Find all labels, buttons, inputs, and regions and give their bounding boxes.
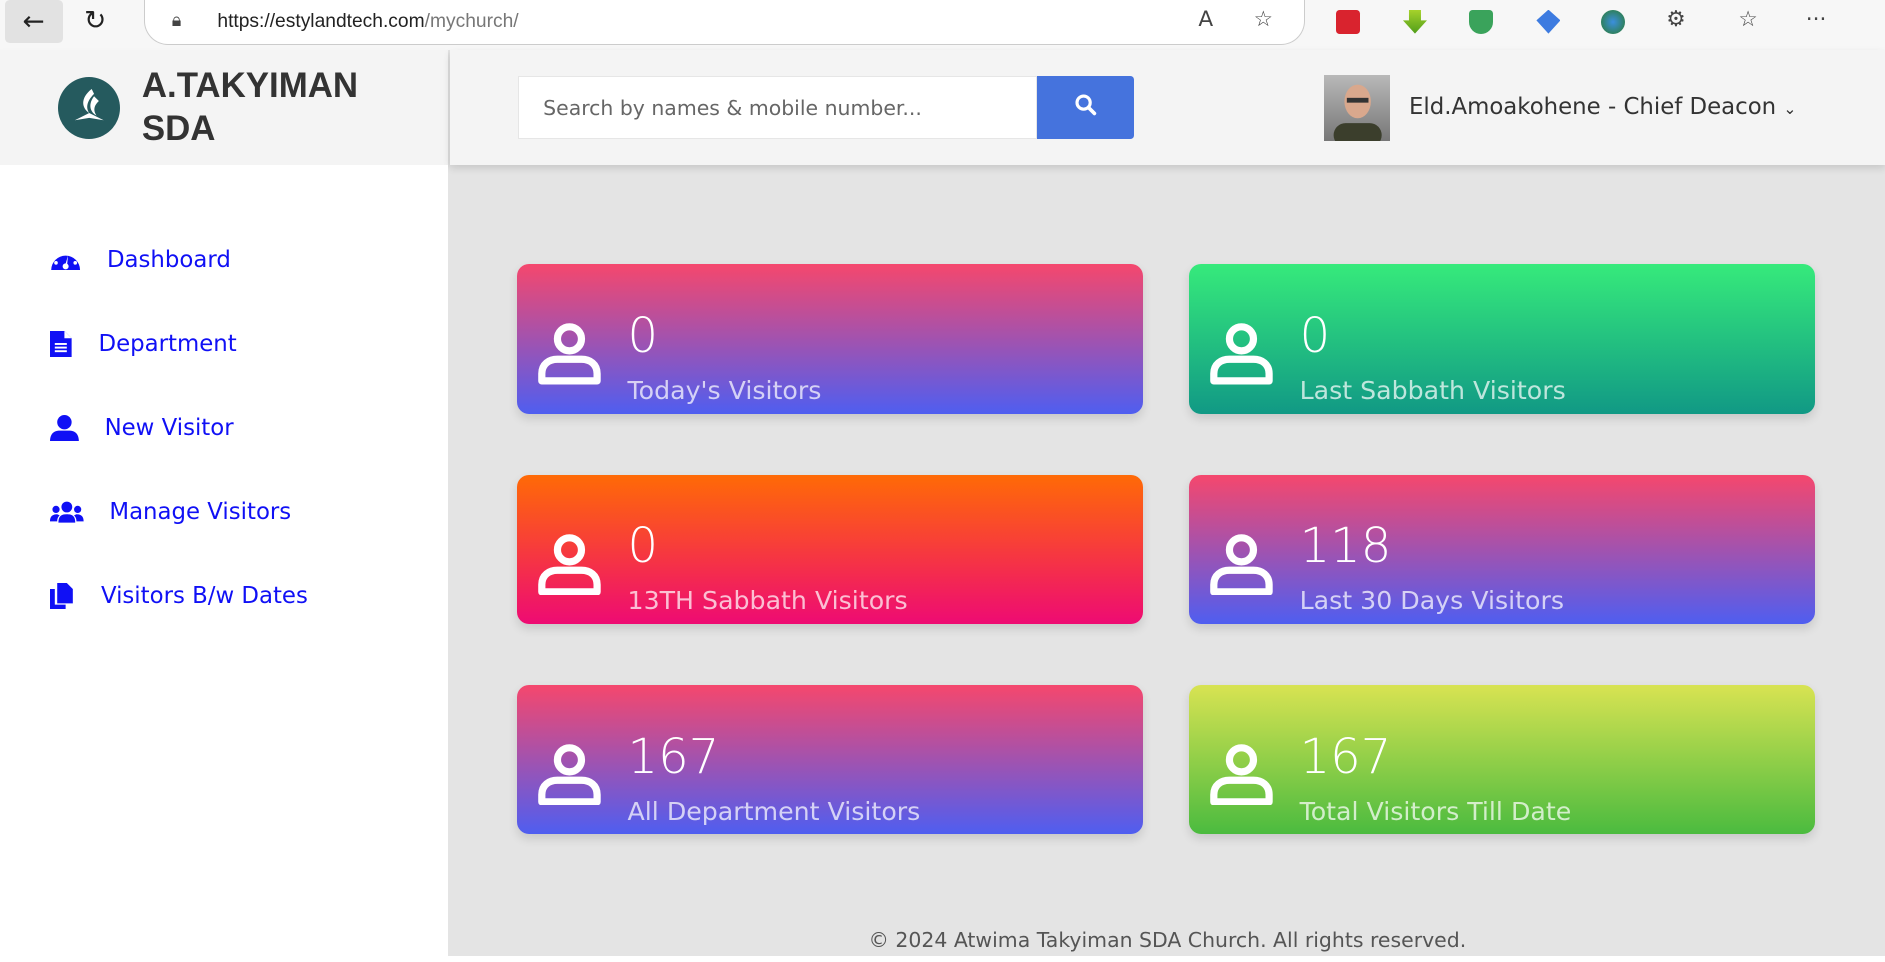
stat-card[interactable]: 167 Total Visitors Till Date	[1188, 685, 1816, 835]
stat-label: All Department Visitors	[627, 796, 921, 826]
copy-files-icon	[50, 583, 74, 610]
sidebar-item-label: New Visitor	[104, 414, 234, 441]
user-icon	[50, 414, 80, 442]
user-outline-icon	[538, 323, 602, 385]
page-bottom-edge	[0, 955, 1885, 962]
reload-icon[interactable]: ↻	[84, 4, 107, 36]
stat-value: 0	[627, 307, 659, 364]
extension-icon[interactable]	[1536, 9, 1561, 34]
stat-card[interactable]: 167 All Department Visitors	[516, 685, 1144, 835]
brand-title: A.TAKYIMAN SDA	[142, 64, 358, 151]
sidebar-item-label: Visitors B/w Dates	[100, 583, 308, 610]
file-icon	[50, 330, 73, 358]
user-menu[interactable]: Eld.Amoakohene - Chief Deacon ⌄	[1409, 94, 1797, 120]
user-outline-icon	[538, 744, 602, 806]
puzzle-icon[interactable]: ⚙	[1666, 7, 1686, 33]
church-logo	[57, 76, 121, 140]
sidebar-item-department[interactable]: Department	[50, 322, 237, 365]
stat-value: 118	[1299, 518, 1392, 575]
chevron-down-icon: ⌄	[1783, 99, 1797, 118]
more-icon[interactable]: ···	[1805, 7, 1827, 33]
shield-extension-icon[interactable]	[1469, 9, 1494, 34]
stat-label: Last 30 Days Visitors	[1299, 586, 1565, 616]
address-bar[interactable]: 🔒︎ https://estylandtech.com/mychurch/ A …	[144, 0, 1306, 46]
favorite-star-icon[interactable]: ☆	[1253, 7, 1274, 33]
sidebar: Dashboard Department New Visitor Manage …	[0, 164, 449, 956]
stat-label: Last Sabbath Visitors	[1299, 376, 1566, 406]
download-extension-icon[interactable]	[1402, 9, 1427, 34]
search-input[interactable]	[518, 75, 1038, 140]
user-name: Eld.Amoakohene - Chief Deacon	[1408, 93, 1777, 120]
stat-card[interactable]: 118 Last 30 Days Visitors	[1188, 474, 1816, 624]
stat-card[interactable]: 0 Today's Visitors	[516, 264, 1144, 414]
user-outline-icon	[1210, 744, 1274, 806]
stat-value: 0	[1299, 307, 1331, 364]
stat-value: 167	[627, 728, 720, 785]
stat-label: Today's Visitors	[627, 376, 822, 406]
user-outline-icon	[1210, 323, 1274, 385]
stat-value: 0	[627, 518, 659, 575]
dashboard-gauge-icon	[51, 250, 81, 271]
read-aloud-icon[interactable]: A	[1198, 7, 1214, 33]
favorites-list-icon[interactable]: ☆	[1738, 7, 1758, 33]
extension-icon[interactable]	[1335, 9, 1360, 34]
stat-label: Total Visitors Till Date	[1299, 796, 1572, 826]
users-icon	[50, 501, 85, 523]
stat-value: 167	[1299, 728, 1392, 785]
url-text: https://estylandtech.com/mychurch/	[217, 11, 518, 33]
globe-extension-icon[interactable]	[1601, 9, 1626, 34]
sidebar-item-new-visitor[interactable]: New Visitor	[50, 406, 234, 449]
back-icon[interactable]: ←	[4, 0, 63, 44]
sidebar-item-label: Dashboard	[106, 246, 231, 273]
sidebar-item-dashboard[interactable]: Dashboard	[50, 238, 231, 281]
lock-icon[interactable]: 🔒︎	[171, 9, 182, 31]
stat-label: 13TH Sabbath Visitors	[627, 586, 908, 616]
stat-card[interactable]: 0 Last Sabbath Visitors	[1188, 264, 1816, 414]
sidebar-item-visitors-between-dates[interactable]: Visitors B/w Dates	[50, 575, 308, 618]
stat-card[interactable]: 0 13TH Sabbath Visitors	[516, 474, 1144, 624]
search-button[interactable]	[1037, 75, 1134, 140]
sidebar-item-manage-visitors[interactable]: Manage Visitors	[50, 490, 291, 533]
url-path: /mychurch/	[424, 10, 519, 32]
brand-line-2: SDA	[141, 108, 216, 148]
user-outline-icon	[1210, 533, 1274, 596]
browser-toolbar: ← ↻ 🔒︎ https://estylandtech.com/mychurch…	[0, 0, 1885, 51]
url-domain: https://estylandtech.com	[217, 10, 425, 32]
avatar[interactable]	[1323, 74, 1390, 141]
user-outline-icon	[538, 533, 602, 596]
sidebar-item-label: Manage Visitors	[109, 499, 292, 526]
footer-copyright: © 2024 Atwima Takyiman SDA Church. All r…	[868, 928, 1467, 953]
brand-line-1: A.TAKYIMAN	[141, 65, 359, 105]
search-icon	[1074, 94, 1096, 116]
sidebar-item-label: Department	[98, 330, 237, 357]
